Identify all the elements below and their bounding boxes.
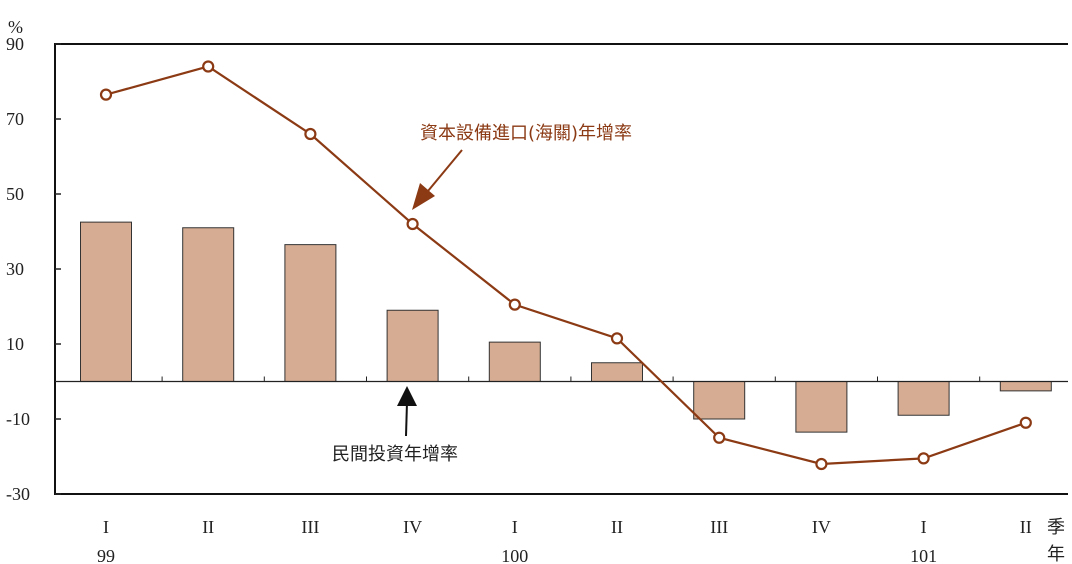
line-point: [815, 457, 828, 471]
x-tick-label: II: [202, 517, 214, 537]
x-tick-label: II: [611, 517, 623, 537]
line-series: [99, 60, 1032, 471]
y-unit-label: %: [8, 17, 23, 37]
bar: [999, 381, 1052, 392]
annotations: 資本設備進口(海關)年增率 民間投資年增率: [332, 123, 632, 465]
line-point: [304, 127, 317, 141]
bar-series: [80, 221, 1052, 433]
line-point: [99, 88, 113, 101]
bar: [80, 221, 132, 382]
y-tick-label: 10: [6, 334, 24, 354]
y-tick-label: -30: [6, 484, 30, 504]
x-tick-label: IV: [403, 517, 422, 537]
y-tick-label: 70: [6, 109, 24, 129]
bar: [693, 381, 746, 420]
x-tick-label: III: [710, 517, 728, 537]
line-point: [917, 452, 930, 465]
x-axis-year-label: 年: [1047, 544, 1065, 564]
year-label: 101: [910, 546, 937, 564]
bar: [386, 309, 439, 382]
line-annotation-arrow: [427, 149, 463, 192]
series-line: [105, 65, 1027, 466]
year-label: 99: [97, 546, 115, 564]
line-annotation-arrowhead: [412, 183, 435, 210]
bar-series-annotation: 民間投資年增率: [332, 444, 458, 465]
line-series-annotation: 資本設備進口(海關)年增率: [420, 123, 632, 144]
x-axis-quarter-label: 季: [1047, 517, 1065, 537]
line-point: [713, 431, 726, 444]
line-point: [1019, 416, 1032, 429]
bar: [795, 381, 848, 433]
bar: [488, 341, 541, 382]
x-tick-label: III: [301, 517, 319, 537]
bar-annotation-arrow: [405, 401, 408, 437]
x-tick-label: I: [103, 517, 109, 537]
bar: [897, 381, 950, 416]
y-tick-label: 90: [6, 34, 24, 54]
line-point: [202, 60, 215, 73]
line-point: [610, 332, 624, 345]
x-tick-label: II: [1020, 517, 1032, 537]
line-point: [508, 298, 521, 311]
bar: [284, 244, 337, 382]
y-tick-label: 30: [6, 259, 24, 279]
x-tick-label: IV: [812, 517, 831, 537]
y-tick-label: -10: [6, 409, 30, 429]
bar-annotation-arrowhead: [397, 386, 417, 406]
axes: [54, 43, 1068, 495]
x-tick-label: I: [512, 517, 518, 537]
x-tick-label: I: [921, 517, 927, 537]
bar: [591, 362, 643, 382]
line-point: [406, 217, 419, 231]
bar: [182, 227, 235, 382]
year-label: 100: [501, 546, 528, 564]
y-tick-label: 50: [6, 184, 24, 204]
